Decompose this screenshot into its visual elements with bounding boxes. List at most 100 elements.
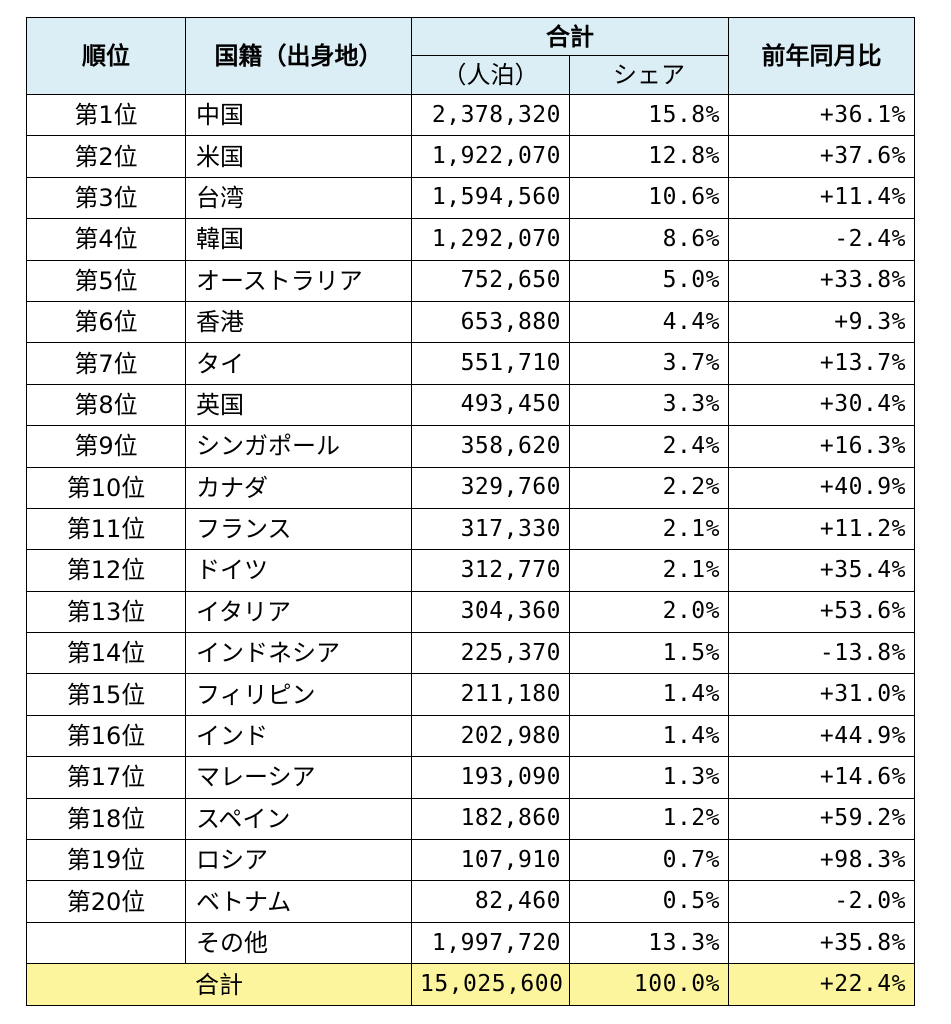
table-row: 第15位 フィリピン 211,180 1.4% +31.0% [26, 673, 915, 716]
share-cell: 1.2% [569, 797, 729, 841]
stays-cell: 304,360 [411, 590, 570, 634]
share-cell: 0.7% [569, 839, 729, 882]
yoy-cell: -2.0% [728, 880, 915, 923]
rank-cell: 第13位 [26, 590, 186, 634]
yoy-cell: +9.3% [728, 300, 915, 344]
country-cell: 中国 [185, 93, 412, 137]
header-yoy: 前年同月比 [728, 17, 915, 95]
share-cell: 2.4% [569, 425, 729, 468]
share-cell: 5.0% [569, 259, 729, 302]
yoy-cell: +31.0% [728, 673, 915, 716]
country-cell: ドイツ [185, 549, 412, 592]
rank-cell [26, 921, 186, 965]
rank-cell: 第4位 [26, 218, 186, 261]
table-row: 第2位 米国 1,922,070 12.8% +37.6% [26, 135, 915, 178]
header-total-group: 合計 [411, 17, 729, 56]
yoy-cell: +16.3% [728, 425, 915, 468]
yoy-cell: -13.8% [728, 632, 915, 675]
stays-cell: 1,594,560 [411, 176, 570, 220]
stays-cell: 493,450 [411, 383, 570, 427]
table-row: 第8位 英国 493,450 3.3% +30.4% [26, 383, 915, 427]
country-cell: 台湾 [185, 176, 412, 220]
rank-cell: 第8位 [26, 383, 186, 427]
country-cell: シンガポール [185, 425, 412, 468]
stays-cell: 551,710 [411, 342, 570, 385]
ranking-table: 順位 国籍（出身地） 合計 前年同月比 （人泊） シェア 第1位 中国 2,378,… [26, 17, 915, 1007]
table-row: 第13位 イタリア 304,360 2.0% +53.6% [26, 590, 915, 634]
table-row: 第6位 香港 653,880 4.4% +9.3% [26, 300, 915, 344]
rank-cell: 第18位 [26, 797, 186, 841]
header-share: シェア [569, 55, 729, 95]
rank-cell: 第20位 [26, 880, 186, 923]
table-row: 第14位 インドネシア 225,370 1.5% -13.8% [26, 632, 915, 675]
rank-cell: 第7位 [26, 342, 186, 385]
country-cell: その他 [185, 921, 412, 965]
country-cell: イタリア [185, 590, 412, 634]
stays-cell: 312,770 [411, 549, 570, 592]
share-cell: 2.1% [569, 549, 729, 592]
country-cell: タイ [185, 342, 412, 385]
total-yoy: +22.4% [728, 963, 915, 1007]
share-cell: 15.8% [569, 93, 729, 137]
table-row: 第19位 ロシア 107,910 0.7% +98.3% [26, 839, 915, 882]
country-cell: ロシア [185, 839, 412, 882]
table-header: 順位 国籍（出身地） 合計 前年同月比 （人泊） シェア [26, 17, 915, 95]
stays-cell: 752,650 [411, 259, 570, 302]
total-share: 100.0% [569, 963, 729, 1007]
total-row: 合計 15,025,600 100.0% +22.4% [26, 963, 915, 1007]
table-row: 第9位 シンガポール 358,620 2.4% +16.3% [26, 425, 915, 468]
share-cell: 4.4% [569, 300, 729, 344]
yoy-cell: +14.6% [728, 756, 915, 799]
yoy-cell: +30.4% [728, 383, 915, 427]
yoy-cell: +40.9% [728, 466, 915, 509]
table-row: 第16位 インド 202,980 1.4% +44.9% [26, 714, 915, 758]
table-row: 第17位 マレーシア 193,090 1.3% +14.6% [26, 756, 915, 799]
header-rank: 順位 [26, 17, 186, 95]
yoy-cell: +35.4% [728, 549, 915, 592]
share-cell: 13.3% [569, 921, 729, 965]
table-row: 第10位 カナダ 329,760 2.2% +40.9% [26, 466, 915, 509]
country-cell: 香港 [185, 300, 412, 344]
stays-cell: 202,980 [411, 714, 570, 758]
share-cell: 1.3% [569, 756, 729, 799]
rank-cell: 第15位 [26, 673, 186, 716]
stays-cell: 329,760 [411, 466, 570, 509]
table-row: 第12位 ドイツ 312,770 2.1% +35.4% [26, 549, 915, 592]
table-row: 第1位 中国 2,378,320 15.8% +36.1% [26, 93, 915, 137]
share-cell: 12.8% [569, 135, 729, 178]
yoy-cell: +44.9% [728, 714, 915, 758]
table-row: 第7位 タイ 551,710 3.7% +13.7% [26, 342, 915, 385]
share-cell: 1.5% [569, 632, 729, 675]
table-row: 第11位 フランス 317,330 2.1% +11.2% [26, 507, 915, 551]
rank-cell: 第5位 [26, 259, 186, 302]
country-cell: 英国 [185, 383, 412, 427]
country-cell: インドネシア [185, 632, 412, 675]
rank-cell: 第3位 [26, 176, 186, 220]
share-cell: 1.4% [569, 714, 729, 758]
country-cell: フランス [185, 507, 412, 551]
country-cell: 韓国 [185, 218, 412, 261]
rank-cell: 第14位 [26, 632, 186, 675]
share-cell: 2.2% [569, 466, 729, 509]
table-row: その他 1,997,720 13.3% +35.8% [26, 921, 915, 965]
stays-cell: 653,880 [411, 300, 570, 344]
stays-cell: 1,997,720 [411, 921, 570, 965]
yoy-cell: +53.6% [728, 590, 915, 634]
country-cell: フィリピン [185, 673, 412, 716]
yoy-cell: +11.4% [728, 176, 915, 220]
yoy-cell: +36.1% [728, 93, 915, 137]
share-cell: 8.6% [569, 218, 729, 261]
stays-cell: 82,460 [411, 880, 570, 923]
rank-cell: 第2位 [26, 135, 186, 178]
rank-cell: 第10位 [26, 466, 186, 509]
share-cell: 2.1% [569, 507, 729, 551]
stays-cell: 193,090 [411, 756, 570, 799]
table-row: 第5位 オーストラリア 752,650 5.0% +33.8% [26, 259, 915, 302]
rank-cell: 第19位 [26, 839, 186, 882]
stays-cell: 1,922,070 [411, 135, 570, 178]
stays-cell: 358,620 [411, 425, 570, 468]
header-country: 国籍（出身地） [185, 17, 412, 95]
rank-cell: 第1位 [26, 93, 186, 137]
yoy-cell: +37.6% [728, 135, 915, 178]
table-row: 第4位 韓国 1,292,070 8.6% -2.4% [26, 218, 915, 261]
